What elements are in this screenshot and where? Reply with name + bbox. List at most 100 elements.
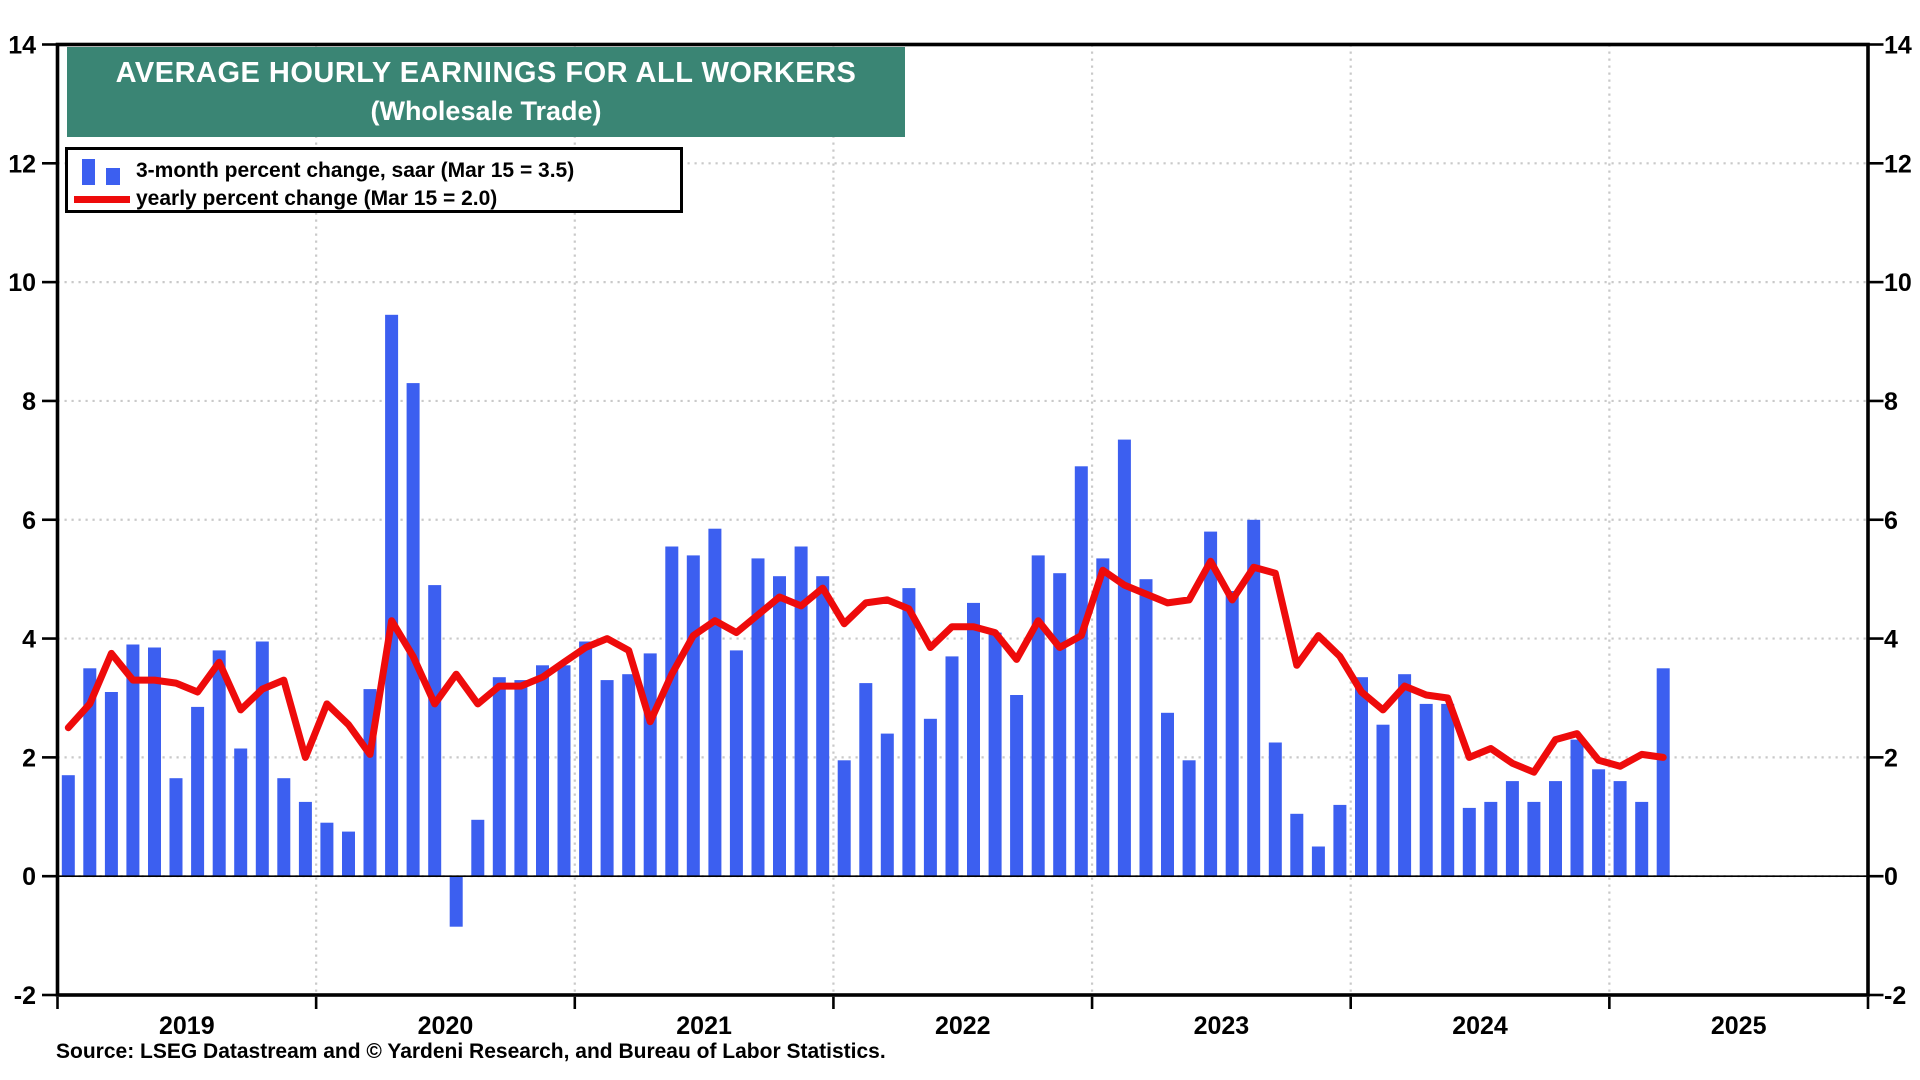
y-axis-label-right: -2 — [1884, 982, 1906, 1010]
bar — [988, 632, 1002, 877]
bar — [320, 822, 334, 877]
bar — [1204, 531, 1218, 877]
bar — [1376, 724, 1390, 877]
axis-ticks — [42, 43, 1884, 1009]
bar — [1355, 677, 1368, 877]
bar — [622, 674, 636, 877]
bar — [234, 748, 248, 877]
line-swatch-icon — [74, 196, 130, 203]
bar — [126, 644, 140, 877]
bar — [902, 588, 916, 877]
bar — [837, 760, 851, 877]
bar — [751, 558, 765, 877]
y-axis-label-left: -2 — [14, 982, 36, 1010]
axis-labels: -2 -2 0 0 2 2 4 4 6 6 8 8 10 10 12 12 14 14 2019 2020 2021 20… — [8, 32, 1912, 1041]
y-axis-label-left: 10 — [8, 269, 36, 297]
y-axis-label-right: 12 — [1884, 150, 1912, 178]
bar — [104, 692, 118, 877]
bar — [255, 641, 269, 877]
y-axis-label-left: 0 — [22, 863, 36, 891]
bar — [471, 819, 485, 877]
bar — [83, 668, 97, 877]
year-label: 2024 — [1452, 1012, 1508, 1040]
bar — [1139, 579, 1153, 877]
h-gridlines — [57, 162, 1868, 878]
chart-subtitle: (Wholesale Trade) — [370, 96, 602, 126]
bar — [923, 718, 937, 877]
bar — [1182, 760, 1196, 877]
legend-line-label: yearly percent change (Mar 15 = 2.0) — [136, 187, 498, 210]
bar — [1484, 801, 1498, 877]
bar — [1247, 519, 1261, 877]
bar — [643, 653, 657, 877]
bar — [1268, 742, 1282, 877]
bar — [212, 650, 226, 877]
year-label: 2020 — [418, 1012, 474, 1040]
bar — [880, 733, 894, 877]
year-label: 2023 — [1194, 1012, 1250, 1040]
y-axis-label-left: 4 — [22, 626, 36, 654]
y-axis-label-left: 2 — [22, 744, 36, 772]
bar — [557, 665, 571, 877]
bar-swatch-small-icon — [106, 168, 120, 185]
plot-frame — [55, 42, 1870, 997]
bar — [428, 585, 442, 877]
bar — [967, 602, 980, 877]
y-axis-label-right: 10 — [1884, 269, 1912, 297]
bar — [686, 555, 700, 877]
bar — [1010, 695, 1024, 877]
y-axis-label-right: 2 — [1884, 744, 1898, 772]
bar — [1117, 439, 1131, 877]
bar — [298, 801, 312, 877]
bar — [945, 656, 959, 877]
bar — [169, 778, 183, 877]
bar — [1592, 769, 1606, 877]
yearly-line — [64, 557, 1667, 776]
bar — [1333, 804, 1347, 877]
bar — [1225, 591, 1239, 877]
bar — [1096, 558, 1110, 877]
y-axis-label-right: 4 — [1884, 626, 1898, 654]
bar — [708, 528, 722, 877]
bar — [1311, 846, 1325, 877]
bar — [492, 677, 506, 877]
chart-title-box: AVERAGE HOURLY EARNINGS FOR ALL WORKERS … — [67, 47, 905, 137]
bar — [794, 546, 808, 877]
bar — [773, 576, 786, 877]
bar — [600, 680, 614, 877]
bar — [342, 831, 355, 877]
bar — [148, 647, 161, 877]
bar — [1290, 813, 1304, 877]
bar — [1635, 801, 1649, 877]
y-axis-label-left: 12 — [8, 150, 36, 178]
bar — [191, 706, 205, 877]
bar — [1031, 555, 1045, 877]
bar — [277, 778, 291, 877]
bar — [1074, 466, 1088, 877]
bar — [665, 546, 679, 877]
year-label: 2025 — [1711, 1012, 1767, 1040]
bar — [514, 680, 528, 877]
bar — [1570, 739, 1584, 877]
year-label: 2019 — [159, 1012, 215, 1040]
y-axis-label-right: 14 — [1884, 32, 1912, 60]
bar — [729, 650, 743, 877]
bar — [579, 641, 593, 877]
bar — [536, 665, 549, 877]
bar — [1441, 703, 1455, 877]
source-note: Source: LSEG Datastream and © Yardeni Re… — [56, 1040, 886, 1063]
bar — [1398, 674, 1412, 877]
y-axis-label-right: 6 — [1884, 507, 1898, 535]
bar — [1419, 703, 1433, 877]
bar-swatch-icon — [82, 159, 95, 185]
bar — [406, 383, 420, 877]
bar — [1462, 807, 1476, 877]
bar — [859, 683, 873, 877]
bar — [1613, 781, 1627, 877]
y-axis-label-left: 6 — [22, 507, 36, 535]
bar — [61, 775, 75, 877]
y-axis-label-left: 8 — [22, 388, 36, 416]
y-axis-label-right: 0 — [1884, 863, 1898, 891]
